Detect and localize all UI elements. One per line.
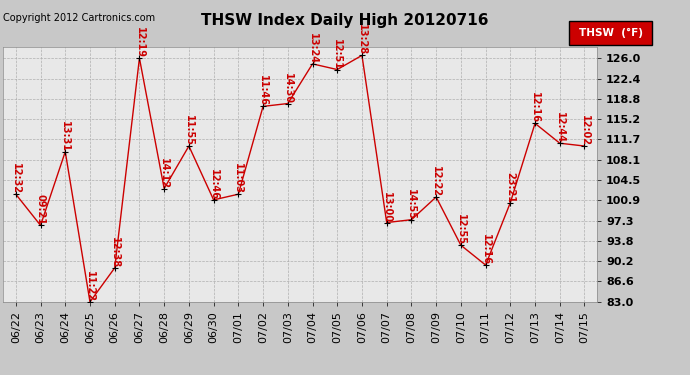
Text: 13:31: 13:31: [60, 121, 70, 152]
Text: 13:28: 13:28: [357, 24, 367, 56]
Text: 12:19: 12:19: [135, 27, 144, 58]
Text: 12:16: 12:16: [530, 92, 540, 123]
Text: 13:24: 13:24: [308, 33, 317, 64]
Text: THSW Index Daily High 20120716: THSW Index Daily High 20120716: [201, 13, 489, 28]
Text: 13:00: 13:00: [382, 192, 392, 222]
Text: THSW  (°F): THSW (°F): [579, 28, 642, 38]
Text: 11:03: 11:03: [233, 163, 244, 194]
Text: 12:02: 12:02: [580, 115, 589, 146]
Text: 12:16: 12:16: [481, 234, 491, 265]
Text: 09:21: 09:21: [36, 194, 46, 225]
Text: 11:22: 11:22: [85, 271, 95, 302]
Text: 12:44: 12:44: [555, 112, 564, 143]
Text: 11:46: 11:46: [258, 75, 268, 106]
Text: 12:32: 12:32: [11, 163, 21, 194]
Text: 14:55: 14:55: [406, 189, 416, 220]
Text: 14:12: 14:12: [159, 158, 169, 189]
Text: 12:51: 12:51: [333, 39, 342, 69]
Text: 12:46: 12:46: [208, 169, 219, 200]
Text: 11:55: 11:55: [184, 115, 194, 146]
Text: Copyright 2012 Cartronics.com: Copyright 2012 Cartronics.com: [3, 13, 155, 23]
Text: 23:21: 23:21: [505, 172, 515, 203]
Text: 12:55: 12:55: [456, 214, 466, 245]
Text: 12:38: 12:38: [110, 237, 119, 268]
Text: 12:22: 12:22: [431, 166, 441, 197]
Text: 14:30: 14:30: [283, 72, 293, 104]
